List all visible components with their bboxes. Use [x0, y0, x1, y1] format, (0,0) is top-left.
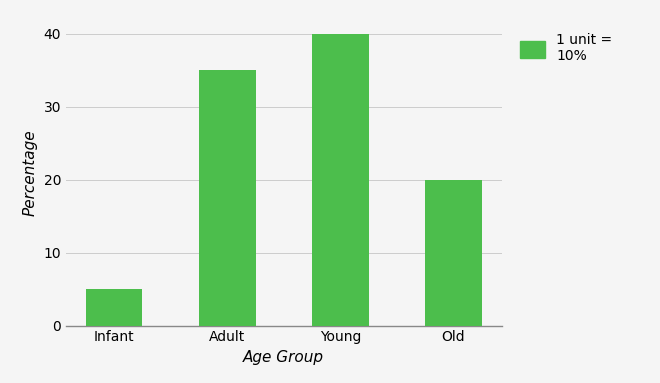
Bar: [425, 180, 482, 326]
Bar: [86, 289, 143, 326]
Y-axis label: Percentage: Percentage: [23, 129, 38, 216]
Legend: 1 unit =
10%: 1 unit = 10%: [513, 26, 619, 70]
Bar: [199, 70, 255, 326]
Bar: [312, 34, 369, 326]
X-axis label: Age Group: Age Group: [244, 350, 324, 365]
